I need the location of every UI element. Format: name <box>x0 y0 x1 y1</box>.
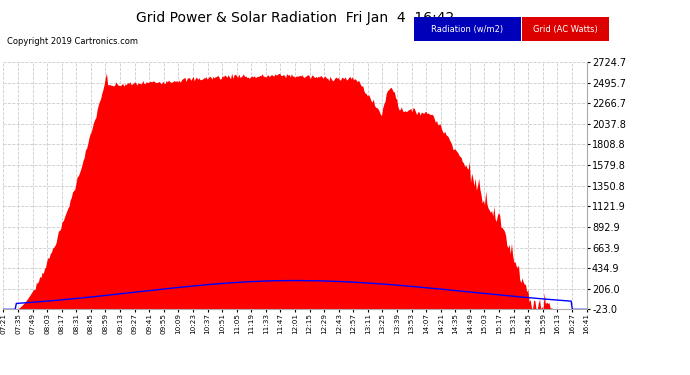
Text: Grid (AC Watts): Grid (AC Watts) <box>533 25 598 34</box>
Text: Copyright 2019 Cartronics.com: Copyright 2019 Cartronics.com <box>7 38 138 46</box>
Text: Grid Power & Solar Radiation  Fri Jan  4  16:42: Grid Power & Solar Radiation Fri Jan 4 1… <box>136 11 454 25</box>
Text: Radiation (w/m2): Radiation (w/m2) <box>431 25 504 34</box>
